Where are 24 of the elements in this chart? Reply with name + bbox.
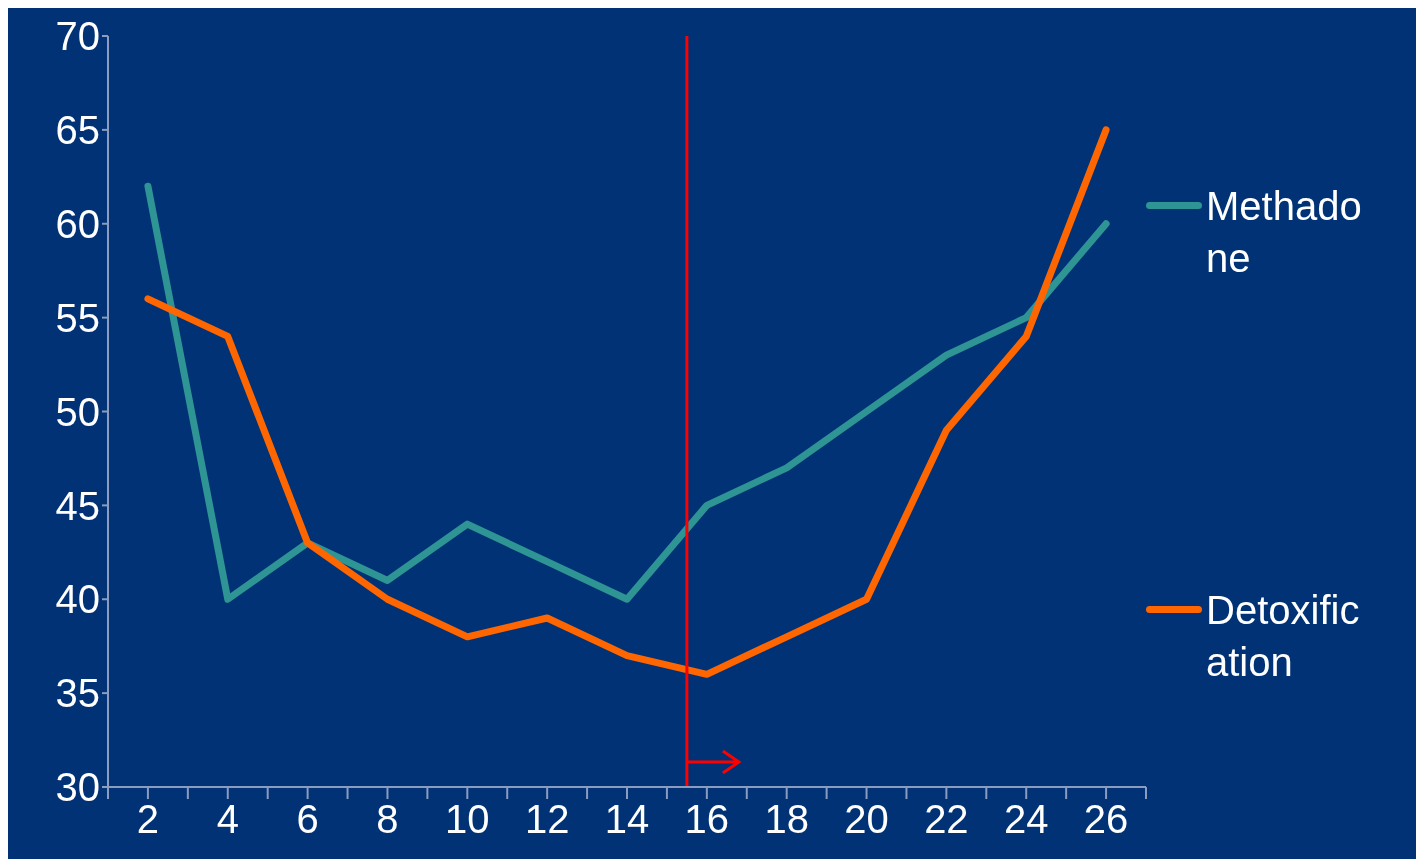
x-tick-label: 16 <box>684 797 730 841</box>
x-tick-label: 24 <box>1003 797 1049 841</box>
y-tick-label: 65 <box>55 108 100 153</box>
y-tick-label: 45 <box>55 483 100 528</box>
y-tick-label: 70 <box>55 14 100 59</box>
y-tick-label: 30 <box>55 765 100 810</box>
x-tick-label: 26 <box>1083 797 1129 841</box>
x-tick-label: 8 <box>376 797 399 841</box>
x-tick-label: 22 <box>924 797 969 841</box>
x-tick-label: 10 <box>445 797 490 841</box>
y-tick-label: 40 <box>55 577 100 622</box>
legend-label: Detoxification <box>1206 586 1361 686</box>
x-tick-label: 2 <box>136 797 160 841</box>
x-tick-label: 4 <box>216 797 239 841</box>
x-tick-label: 14 <box>604 797 650 841</box>
y-tick-label: 55 <box>55 295 100 340</box>
legend-label: Methadone <box>1206 182 1363 282</box>
x-tick-label: 12 <box>524 797 570 841</box>
x-tick-label: 20 <box>844 797 889 841</box>
y-tick-label: 50 <box>55 389 100 434</box>
y-tick-label: 60 <box>55 201 100 246</box>
y-tick-label: 35 <box>55 671 100 716</box>
x-tick-label: 6 <box>296 797 319 841</box>
x-tick-label: 18 <box>764 797 809 841</box>
